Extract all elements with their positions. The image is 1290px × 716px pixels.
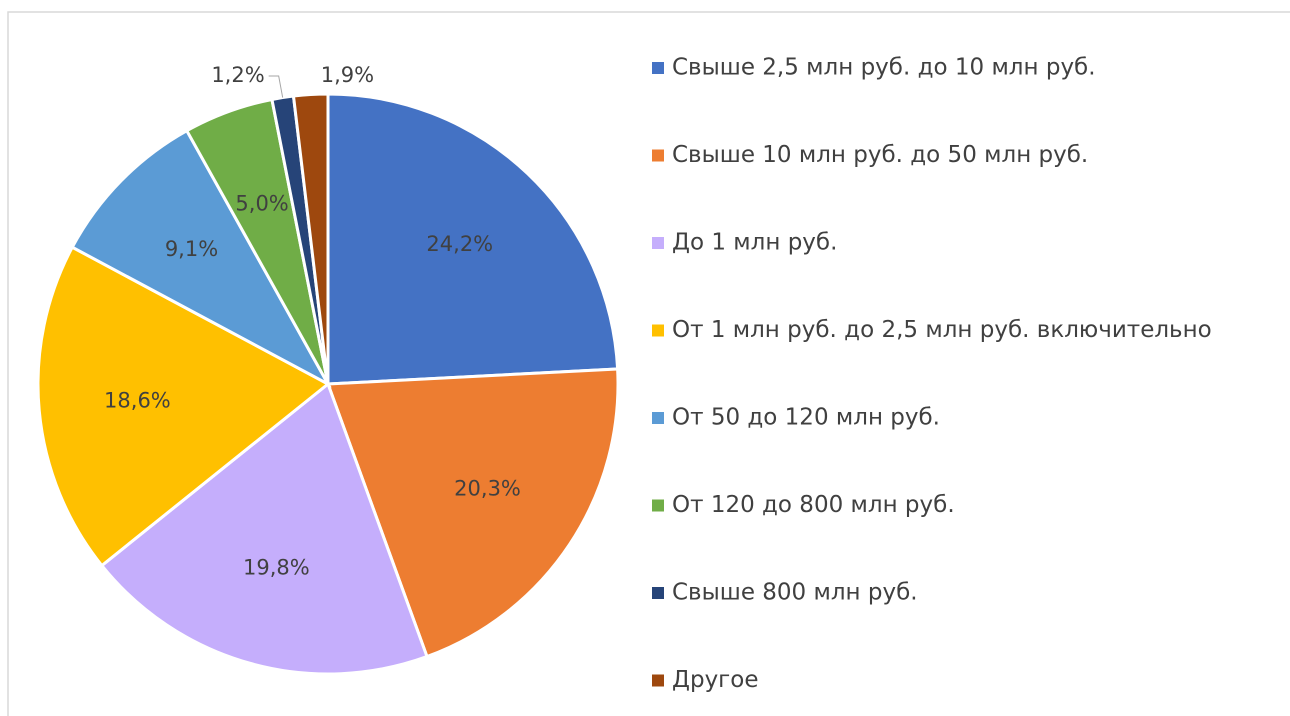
legend-label: От 50 до 120 млн руб.: [672, 405, 940, 431]
legend-label: Свыше 800 млн руб.: [672, 580, 918, 606]
data-label: 1,2%: [211, 63, 264, 87]
data-label: 24,2%: [426, 232, 493, 256]
data-label: 19,8%: [243, 555, 310, 579]
legend-swatch: [652, 62, 664, 74]
pie-slice: [325, 367, 620, 659]
data-label: 9,1%: [165, 237, 218, 261]
legend-swatch: [652, 499, 664, 512]
legend-label: До 1 млн руб.: [672, 230, 837, 256]
legend-label: От 1 млн руб. до 2,5 млн руб. включитель…: [672, 317, 1212, 343]
data-label: 5,0%: [235, 191, 288, 215]
pie-slice: [70, 128, 332, 388]
legend-swatch: [652, 324, 664, 337]
legend-swatch: [652, 412, 664, 424]
legend-label: От 120 до 800 млн руб.: [672, 492, 955, 518]
legend-label: Свыше 2,5 млн руб. до 10 млн руб.: [672, 55, 1096, 81]
legend-swatch: [652, 237, 664, 249]
legend-swatch: [652, 587, 664, 599]
legend-label: Свыше 10 млн руб. до 50 млн руб.: [672, 142, 1088, 168]
pie-slice: [291, 92, 330, 385]
leader-line: [268, 75, 284, 98]
legend-label: Другое: [672, 667, 759, 693]
legend-swatch: [652, 674, 664, 687]
pie-slice: [326, 92, 620, 386]
pie-slice: [99, 381, 429, 676]
data-label: 20,3%: [454, 477, 521, 501]
data-label: 1,9%: [321, 63, 374, 87]
data-label: 18,6%: [104, 389, 171, 413]
chart-frame: [7, 11, 1290, 716]
pie-slice: [36, 245, 331, 568]
legend-swatch: [652, 149, 664, 162]
